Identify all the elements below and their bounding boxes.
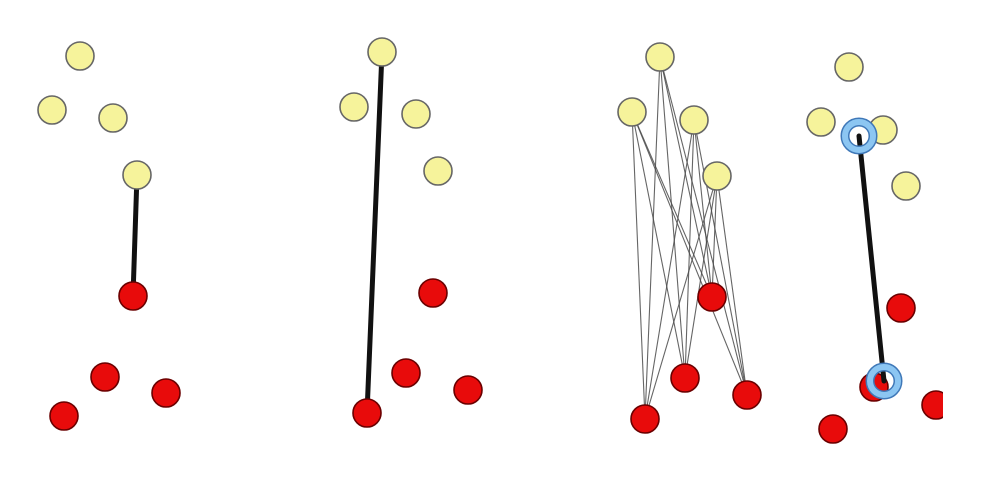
panel-2 [339,37,483,428]
edge [684,119,695,379]
edge [659,56,686,379]
edge [631,111,713,298]
blue-ring-icon-inner [842,119,876,153]
target-node [630,404,660,434]
edge [711,175,718,298]
target-node [90,362,120,392]
source-node [679,105,709,135]
source-node [806,107,836,137]
source-node [401,99,431,129]
target-node [151,378,181,408]
edge [644,56,661,420]
source-node [65,41,95,71]
edge [644,175,718,420]
source-node [891,171,921,201]
edge [659,56,748,396]
target-node [453,375,483,405]
target-node [118,281,148,311]
target-node [49,401,79,431]
target-node [886,293,916,323]
panel-1 [37,41,181,431]
edge [631,111,686,379]
edge [684,175,718,379]
edge [631,111,646,420]
edge-mask [943,0,990,488]
panel-4 [806,0,990,488]
source-node [617,97,647,127]
blue-ring-icon-inner [867,364,901,398]
edge [364,49,385,416]
target-node [732,380,762,410]
edge [659,56,713,298]
source-node [645,42,675,72]
target-node [352,398,382,428]
highlighted-edge [856,133,887,384]
target-node [670,363,700,393]
edge [693,119,748,396]
source-node [98,103,128,133]
edge [693,119,713,298]
source-node [37,95,67,125]
source-node [702,161,732,191]
source-node [834,52,864,82]
source-node [339,92,369,122]
edge [716,175,748,396]
edge [644,119,695,420]
panel-3 [617,42,762,434]
target-node [391,358,421,388]
target-node [818,414,848,444]
target-node [697,282,727,312]
source-node [122,160,152,190]
target-node [418,278,448,308]
source-node [423,156,453,186]
edge [130,172,140,299]
source-node [367,37,397,67]
